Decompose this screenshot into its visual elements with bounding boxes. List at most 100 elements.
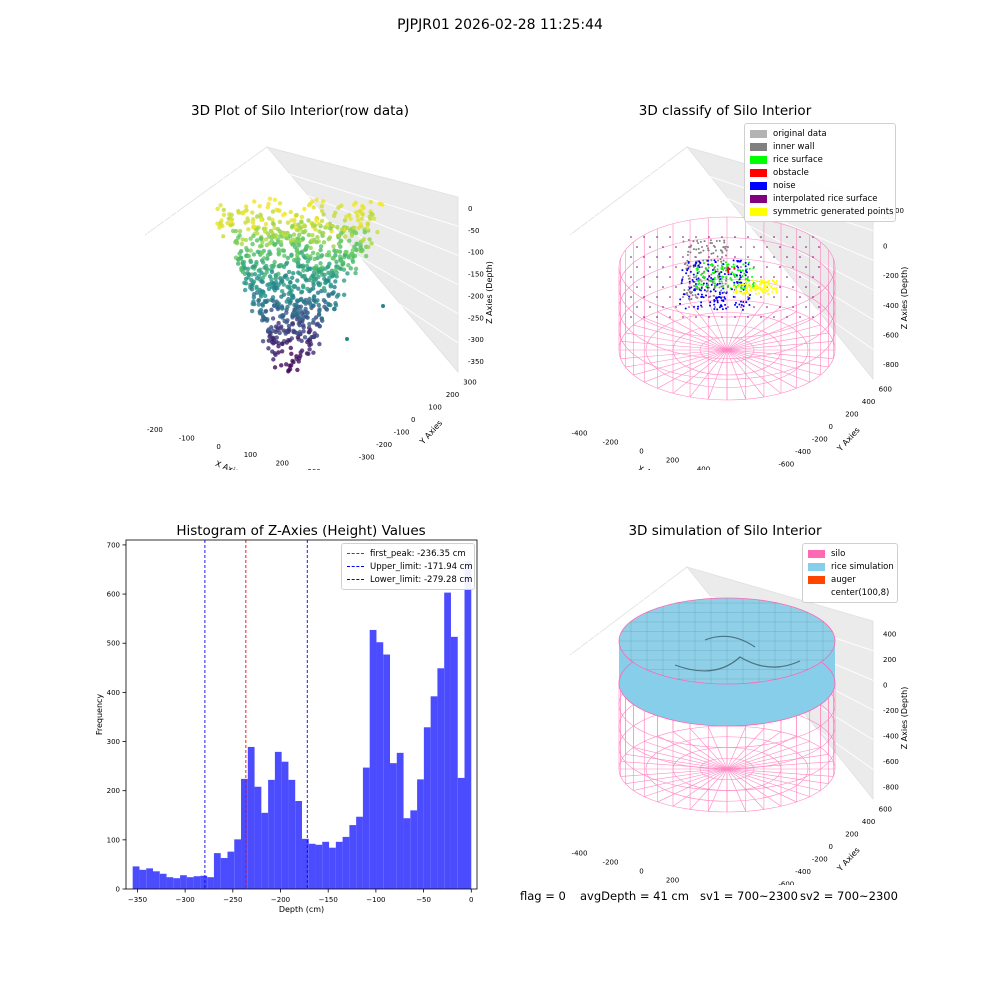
scatter-point xyxy=(349,251,354,257)
class-point xyxy=(737,260,740,263)
class-point xyxy=(699,240,702,243)
scatter-point xyxy=(301,274,307,279)
y-axis-label: Y Axies xyxy=(835,846,862,874)
scatter-point xyxy=(371,216,377,221)
class-point xyxy=(697,293,700,296)
class-point xyxy=(743,283,746,286)
scatter-point xyxy=(271,341,276,346)
scatter-point xyxy=(251,295,257,300)
class-point xyxy=(716,270,719,273)
class-point xyxy=(710,273,713,276)
scatter-point xyxy=(319,218,325,224)
class-point xyxy=(718,239,721,242)
grid-line xyxy=(589,397,776,453)
interp-point xyxy=(708,256,710,258)
class-point xyxy=(732,273,735,276)
scatter-point xyxy=(315,280,321,286)
scatter-point xyxy=(275,237,281,242)
scatter-point xyxy=(362,230,368,235)
scatter-point xyxy=(331,273,336,278)
interp-point xyxy=(630,296,632,298)
grid-line xyxy=(555,125,633,432)
legend-entry: auger xyxy=(808,573,892,586)
scatter-point xyxy=(318,261,323,266)
class-point xyxy=(732,259,735,262)
scatter-point xyxy=(282,253,287,259)
interp-point xyxy=(701,306,703,308)
histogram-bar xyxy=(362,767,370,889)
class-point xyxy=(711,278,714,281)
grid-line xyxy=(667,759,854,815)
scatter-point xyxy=(252,199,257,204)
scatter-point xyxy=(254,214,260,219)
left-back-pane xyxy=(569,146,688,236)
scatter-point xyxy=(296,359,301,364)
scatter-point xyxy=(271,357,276,362)
scatter-point xyxy=(288,209,293,215)
scatter-point xyxy=(297,317,302,322)
interp-point xyxy=(649,286,651,288)
simulation-3d-plot: -400-2000200400600-600-400-2000200400600… xyxy=(555,545,909,885)
class-point xyxy=(747,263,750,266)
scatter-point xyxy=(288,345,293,351)
y-tick-label: 100 xyxy=(107,836,120,844)
legend-swatch xyxy=(808,588,825,597)
class-point xyxy=(724,245,727,248)
scatter-point xyxy=(333,253,338,258)
scatter-point xyxy=(341,267,347,272)
class-point xyxy=(736,269,739,272)
scatter-point xyxy=(250,220,256,225)
class-point xyxy=(689,245,692,248)
scatter-point xyxy=(345,271,350,276)
scatter-point xyxy=(329,291,335,296)
class-point xyxy=(752,284,755,287)
scatter-point xyxy=(263,226,268,231)
class-point xyxy=(720,285,723,288)
scatter-point xyxy=(306,330,312,335)
scatter-point xyxy=(321,230,326,236)
class-point xyxy=(742,288,745,291)
scatter-point xyxy=(316,274,321,279)
class-point xyxy=(709,290,712,293)
interp-point xyxy=(805,306,807,308)
scatter-point xyxy=(218,220,223,225)
scatter-point xyxy=(353,210,359,215)
scatter-point xyxy=(300,236,306,241)
symmetric-generated-points-points xyxy=(732,279,778,295)
class-point xyxy=(700,273,703,276)
class-point xyxy=(713,303,716,306)
scatter-point xyxy=(347,238,352,243)
scatter-point xyxy=(306,218,311,223)
scatter-point xyxy=(217,225,222,230)
interp-point xyxy=(805,246,807,248)
interp-point xyxy=(740,246,742,248)
class-point xyxy=(716,255,719,258)
scatter-point xyxy=(259,217,264,223)
interp-point xyxy=(669,236,671,238)
scatter-point xyxy=(280,278,285,284)
class-point xyxy=(690,298,693,301)
z-tick-label: -400 xyxy=(883,302,899,310)
scatter-point xyxy=(248,236,253,241)
scatter-point xyxy=(312,294,317,299)
legend-swatch xyxy=(808,575,825,584)
scatter-point xyxy=(355,218,361,223)
y-tick-label: -100 xyxy=(394,429,410,437)
class-point xyxy=(689,270,692,273)
class-point xyxy=(710,242,713,245)
y-tick-label: 400 xyxy=(862,818,875,826)
scatter-point xyxy=(299,348,305,353)
scatter-point xyxy=(299,296,304,302)
scatter-point xyxy=(270,221,276,226)
interp-point xyxy=(701,266,703,268)
scatter-point xyxy=(242,266,248,271)
grid-line xyxy=(130,125,146,265)
interp-point xyxy=(662,306,664,308)
interp-point xyxy=(636,246,638,248)
scatter-point xyxy=(317,306,322,312)
grid-line xyxy=(130,125,146,294)
scatter-point xyxy=(310,223,316,228)
z-tick-label: -200 xyxy=(883,272,899,280)
histogram-bar xyxy=(180,875,187,889)
x-tick-label: −50 xyxy=(416,896,431,904)
